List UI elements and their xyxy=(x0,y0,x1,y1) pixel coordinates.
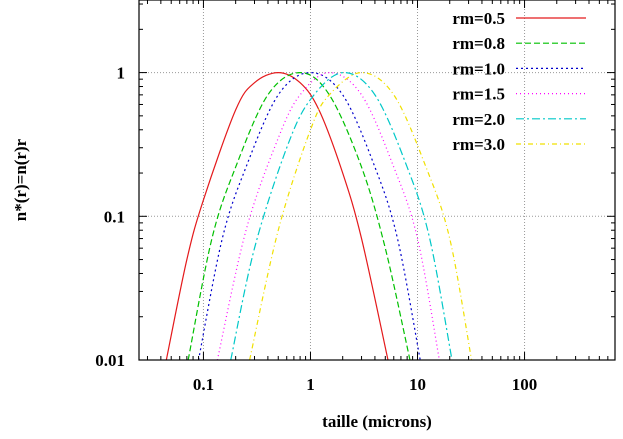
x-tick-label: 100 xyxy=(512,375,538,394)
y-tick-label: 1 xyxy=(117,64,126,83)
legend-label: rm=1.5 xyxy=(452,85,505,104)
curves xyxy=(166,73,471,360)
x-tick-label: 1 xyxy=(306,375,315,394)
legend-label: rm=0.5 xyxy=(452,9,505,28)
series-line-3 xyxy=(199,73,421,360)
ticks: 0.1 1 10 100 0.01 0.1 1 xyxy=(95,0,615,394)
x-tick-label: 0.1 xyxy=(193,375,214,394)
legend-label: rm=3.0 xyxy=(452,135,505,154)
y-tick-label: 0.1 xyxy=(104,207,125,226)
x-axis-label: taille (microns) xyxy=(322,412,432,431)
legend: rm=0.5 rm=0.8 rm=1.0 rm=1.5 rm=2.0 rm=3.0 xyxy=(452,9,586,154)
legend-label: rm=0.8 xyxy=(452,34,505,53)
series-line-6 xyxy=(250,73,472,360)
series-line-2 xyxy=(188,73,410,360)
y-tick-label: 0.01 xyxy=(95,351,125,370)
y-axis-label: n*(r)=n(r)r xyxy=(11,138,30,221)
legend-label: rm=1.0 xyxy=(452,59,505,78)
legend-label: rm=2.0 xyxy=(452,110,505,129)
x-tick-label: 10 xyxy=(409,375,426,394)
